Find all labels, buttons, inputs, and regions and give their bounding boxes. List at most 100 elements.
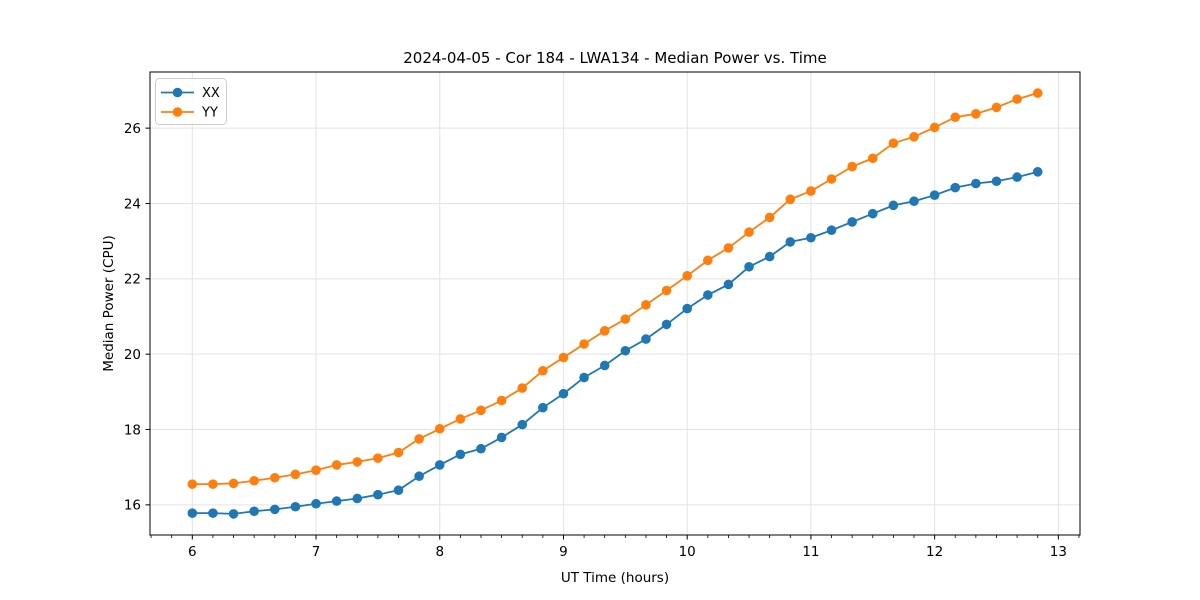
data-point-XX xyxy=(1012,172,1022,182)
x-tick-label: 9 xyxy=(559,544,568,560)
y-tick-label: 26 xyxy=(124,121,141,137)
data-point-YY xyxy=(599,326,610,336)
data-point-XX xyxy=(867,208,878,219)
data-point-XX xyxy=(661,319,672,330)
axes-spines xyxy=(149,71,1081,536)
y-tick-label: 16 xyxy=(124,498,141,514)
legend-label-XX: XX xyxy=(202,86,220,101)
y-tick-label: 22 xyxy=(124,272,141,288)
data-point-XX xyxy=(744,261,754,272)
legend-marker xyxy=(172,107,183,117)
data-point-YY xyxy=(228,478,239,489)
data-point-YY xyxy=(249,475,259,486)
data-point-YY xyxy=(496,395,507,406)
data-point-YY xyxy=(455,414,466,424)
chart-title: 2024-04-05 - Cor 184 - LWA134 - Median P… xyxy=(403,49,827,67)
data-point-XX xyxy=(331,496,342,506)
data-point-XX xyxy=(703,290,713,300)
data-point-XX xyxy=(393,485,404,495)
data-point-XX xyxy=(723,279,734,290)
y-tick-label: 24 xyxy=(124,196,141,212)
data-point-XX xyxy=(1032,167,1043,177)
y-tick-label: 20 xyxy=(124,347,141,363)
data-point-YY xyxy=(909,132,919,142)
data-point-XX xyxy=(764,251,775,262)
data-point-XX xyxy=(558,388,569,399)
data-point-YY xyxy=(352,457,363,467)
data-point-YY xyxy=(971,109,981,119)
data-point-XX xyxy=(991,176,1002,187)
x-tick-label: 7 xyxy=(312,544,321,560)
data-point-YY xyxy=(579,339,589,349)
data-point-YY xyxy=(331,460,342,470)
data-point-XX xyxy=(434,460,445,470)
legend-marker xyxy=(172,87,183,98)
data-point-XX xyxy=(270,504,280,515)
x-axis-label: UT Time (hours) xyxy=(561,570,669,586)
data-point-XX xyxy=(806,232,816,243)
legend-layer: XX YY xyxy=(155,78,227,125)
data-point-XX xyxy=(208,508,218,518)
data-point-XX xyxy=(888,200,899,211)
data-point-XX xyxy=(620,345,631,356)
data-point-YY xyxy=(476,405,486,416)
data-point-YY xyxy=(929,122,940,133)
data-point-YY xyxy=(208,479,218,489)
x-tick-label: 11 xyxy=(802,544,819,560)
data-point-YY xyxy=(1032,88,1043,98)
legend-label-YY: YY xyxy=(201,106,218,121)
data-point-YY xyxy=(661,285,672,296)
data-point-XX xyxy=(785,237,796,247)
series-line-YY xyxy=(192,92,1038,486)
data-point-XX xyxy=(950,182,961,193)
data-point-YY xyxy=(806,186,816,196)
data-point-YY xyxy=(888,138,899,148)
axes-layer: 6 7 8 9 10 11 12 13 16 18 20 22 24 26 xyxy=(124,71,1081,560)
data-point-XX xyxy=(414,471,424,482)
data-point-XX xyxy=(517,419,528,430)
data-point-YY xyxy=(1012,94,1022,104)
x-tick-label: 10 xyxy=(679,544,696,560)
data-point-XX xyxy=(228,509,239,519)
data-point-YY xyxy=(723,243,734,253)
data-point-YY xyxy=(950,112,961,123)
y-tick-label: 18 xyxy=(124,422,141,438)
data-point-YY xyxy=(682,271,692,281)
data-point-YY xyxy=(290,469,301,480)
data-point-XX xyxy=(579,372,589,383)
data-point-XX xyxy=(455,449,466,460)
data-point-YY xyxy=(867,153,878,164)
data-point-YY xyxy=(785,194,796,205)
data-point-YY xyxy=(270,472,280,483)
data-point-XX xyxy=(538,402,548,413)
data-point-XX xyxy=(641,334,651,344)
data-point-XX xyxy=(826,225,837,236)
data-point-YY xyxy=(538,365,548,376)
data-point-YY xyxy=(847,161,857,172)
data-point-YY xyxy=(434,423,445,434)
data-point-XX xyxy=(249,506,259,517)
data-point-XX xyxy=(187,508,198,518)
data-point-YY xyxy=(703,255,713,266)
data-point-XX xyxy=(476,443,486,454)
data-point-YY xyxy=(620,314,631,324)
data-point-XX xyxy=(847,217,857,227)
x-tick-label: 6 xyxy=(188,544,197,560)
data-point-YY xyxy=(764,212,775,223)
series-layer xyxy=(187,88,1043,519)
data-point-XX xyxy=(311,498,321,509)
data-point-XX xyxy=(290,501,301,512)
data-point-XX xyxy=(373,489,383,500)
data-point-XX xyxy=(599,360,610,371)
data-point-XX xyxy=(682,303,692,314)
data-point-XX xyxy=(971,178,981,189)
data-point-XX xyxy=(909,196,919,207)
data-point-XX xyxy=(929,190,940,200)
data-point-XX xyxy=(352,493,363,504)
data-point-XX xyxy=(496,432,507,443)
data-point-YY xyxy=(393,447,404,458)
data-point-YY xyxy=(641,300,651,310)
data-point-YY xyxy=(311,465,321,476)
